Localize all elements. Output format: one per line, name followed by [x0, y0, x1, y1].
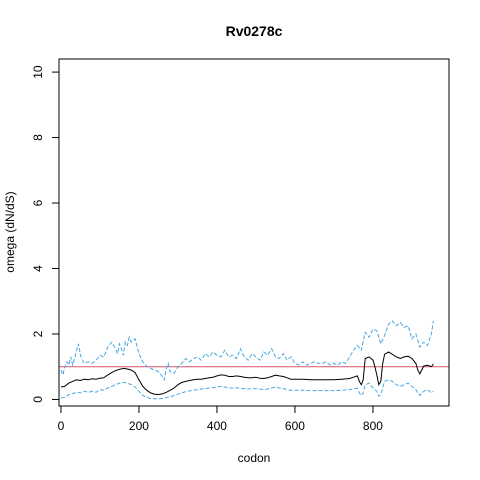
y-tick-label: 10: [31, 65, 45, 79]
chart-title: Rv0278c: [226, 23, 283, 39]
y-axis-label: omega (dN/dS): [3, 191, 17, 272]
plot-frame: [58, 58, 450, 407]
series-line-upper-bound: [60, 320, 434, 382]
x-axis-label: codon: [238, 451, 271, 465]
x-tick-label: 800: [363, 419, 383, 433]
y-tick-label: 0: [31, 396, 45, 403]
y-tick-label: 8: [31, 134, 45, 141]
axis-ticks: 0 200 400 600 800 0 2 4 6 8 10: [31, 65, 383, 433]
x-tick-label: 600: [285, 419, 305, 433]
y-tick-label: 2: [31, 330, 45, 337]
y-tick-label: 4: [31, 265, 45, 272]
y-tick-label: 6: [31, 199, 45, 206]
x-tick-label: 200: [129, 419, 149, 433]
series-line-estimate: [60, 351, 434, 396]
x-tick-label: 0: [58, 419, 65, 433]
series-group: [60, 320, 434, 400]
x-tick-label: 400: [207, 419, 227, 433]
series-line-lower-bound: [60, 379, 434, 400]
